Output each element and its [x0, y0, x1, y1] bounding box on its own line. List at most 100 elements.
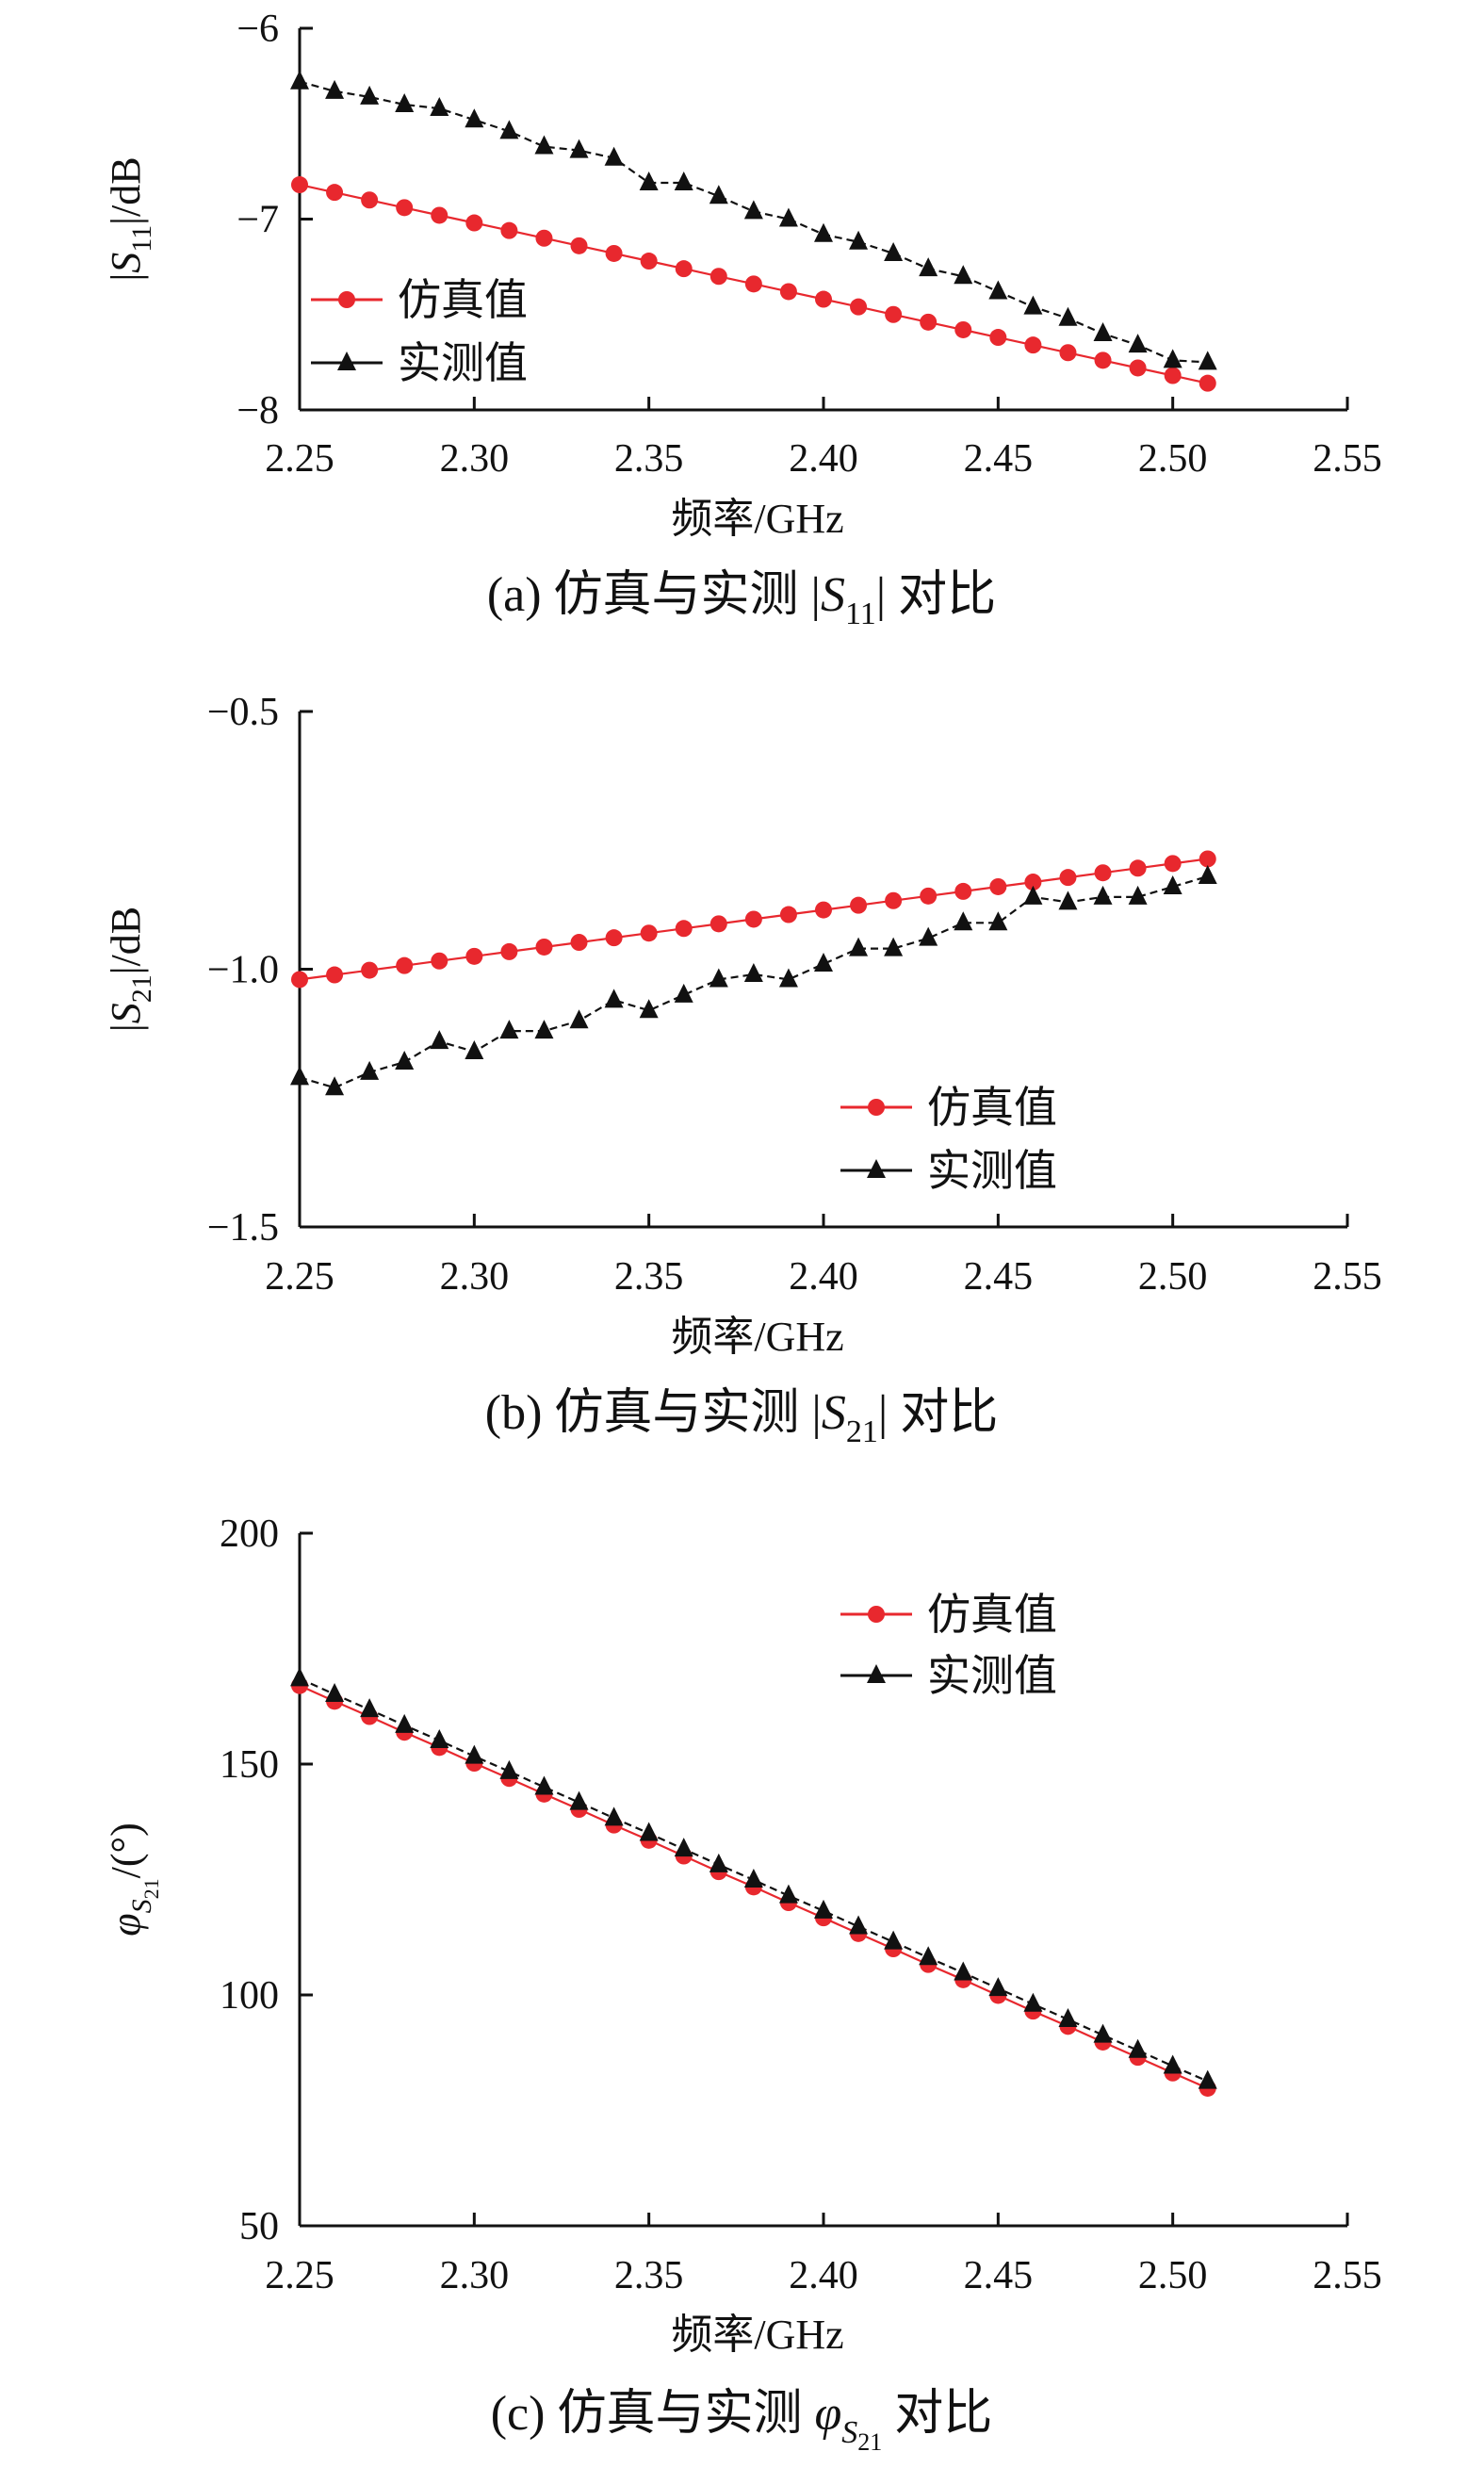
data-point — [395, 93, 415, 112]
data-point — [1164, 855, 1182, 873]
data-point — [1129, 859, 1147, 877]
x-tick-label: 2.35 — [614, 1255, 684, 1299]
data-point — [1093, 2023, 1113, 2043]
data-point — [639, 172, 659, 191]
data-point — [535, 938, 553, 956]
data-point — [743, 1868, 763, 1888]
data-point — [465, 108, 484, 128]
data-point — [920, 313, 938, 331]
data-point — [1023, 295, 1043, 315]
x-tick-label: 2.50 — [1138, 1255, 1208, 1299]
x-tick-label: 2.55 — [1313, 1255, 1382, 1299]
data-point — [569, 1790, 589, 1810]
x-tick-label: 2.25 — [265, 2254, 334, 2297]
data-point — [815, 901, 832, 919]
data-point — [1023, 885, 1043, 905]
x-tick-label: 2.45 — [964, 1255, 1034, 1299]
data-point — [325, 79, 345, 99]
data-point — [849, 230, 869, 250]
series-measured — [290, 1667, 1217, 2089]
data-point — [954, 265, 973, 285]
x-tick-label: 2.35 — [614, 2254, 684, 2297]
data-point — [605, 244, 623, 262]
data-point — [430, 97, 449, 117]
data-point — [570, 934, 588, 952]
series-measured — [290, 70, 1217, 370]
data-point — [919, 926, 938, 946]
data-point — [640, 253, 658, 270]
data-point — [849, 1915, 869, 1935]
legend-label: 实测值 — [927, 1145, 1057, 1196]
chart-panel-3: 2.25 2.30 2.35 2.40 2.45 2.50 2.55 50 100 150 200 频… — [103, 1512, 1382, 2456]
data-point — [1059, 869, 1077, 887]
data-point — [395, 1713, 415, 1733]
data-point — [1128, 334, 1148, 353]
data-point — [430, 1030, 449, 1050]
data-point — [604, 989, 624, 1008]
y-axis-label: |S21|/dB — [103, 907, 157, 1032]
y-axis-label: φS21/(°) — [103, 1822, 163, 1936]
data-point — [1024, 874, 1042, 891]
data-point — [534, 1775, 554, 1795]
data-point — [361, 191, 379, 209]
x-tick-label: 2.35 — [614, 437, 684, 481]
data-point — [465, 1040, 484, 1060]
data-point — [570, 237, 588, 254]
data-point — [954, 882, 972, 900]
data-point — [1093, 885, 1113, 905]
data-point — [744, 275, 762, 293]
data-point — [1128, 2038, 1148, 2058]
data-point — [1058, 2007, 1078, 2027]
series-measured — [290, 865, 1217, 1096]
data-point — [325, 1076, 345, 1096]
series-simulated — [291, 850, 1216, 989]
data-point — [709, 968, 728, 988]
data-point — [743, 200, 763, 220]
data-point — [326, 184, 344, 202]
legend-label: 实测值 — [398, 337, 528, 388]
data-point — [954, 1961, 973, 1981]
data-point — [500, 942, 518, 960]
x-tick-label: 2.40 — [789, 1255, 858, 1299]
x-axis-label: 频率/GHz — [671, 1314, 843, 1360]
series-line — [299, 874, 1209, 1089]
data-point — [778, 1884, 798, 1904]
figure-caption: (b) 仿真与实测 |S21| 对比 — [485, 1386, 998, 1449]
data-point — [1198, 351, 1217, 370]
legend-marker — [867, 1159, 886, 1178]
y-tick-label: 50 — [239, 2205, 279, 2248]
data-point — [430, 1729, 449, 1749]
data-point — [395, 1050, 415, 1070]
x-tick-label: 2.50 — [1138, 2254, 1208, 2297]
legend-label: 仿真值 — [398, 274, 528, 325]
series-simulated — [291, 176, 1216, 392]
data-point — [360, 1060, 380, 1080]
data-point — [743, 962, 763, 982]
data-point — [290, 1667, 309, 1687]
data-point — [675, 260, 693, 278]
data-point — [1093, 322, 1113, 341]
data-point — [988, 911, 1008, 931]
data-point — [674, 1838, 693, 1857]
data-point — [1129, 359, 1147, 377]
data-point — [814, 953, 833, 972]
x-tick-label: 2.50 — [1138, 437, 1208, 481]
data-point — [884, 1930, 904, 1950]
y-tick-label: −7 — [236, 199, 279, 242]
y-tick-label: 200 — [220, 1512, 279, 1556]
data-point — [431, 952, 448, 970]
data-point — [499, 120, 519, 139]
data-point — [1199, 850, 1216, 868]
y-tick-label: −1.5 — [207, 1206, 279, 1250]
legend-marker — [337, 351, 356, 370]
legend-marker — [867, 1664, 886, 1683]
data-point — [1163, 349, 1182, 368]
x-axis-label: 频率/GHz — [671, 496, 843, 542]
figure-caption: (c) 仿真与实测 φS21 对比 — [491, 2387, 993, 2456]
data-point — [640, 924, 658, 942]
data-point — [884, 241, 904, 261]
data-point — [1023, 1992, 1043, 2012]
